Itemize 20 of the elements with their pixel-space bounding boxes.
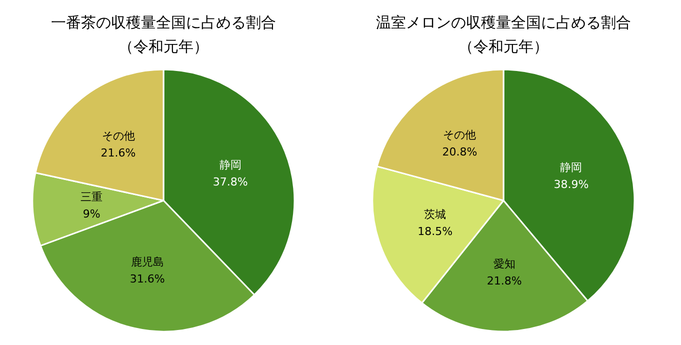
chart-subtitle: （令和元年） bbox=[458, 38, 548, 56]
slice-label: その他 bbox=[443, 128, 476, 142]
slice-label: 静岡 bbox=[560, 160, 582, 174]
slice-label: 茨城 bbox=[424, 208, 446, 221]
slice-label: 静岡 bbox=[219, 158, 242, 172]
data-label: 38.9% bbox=[554, 178, 589, 191]
data-label: 21.6% bbox=[100, 146, 136, 160]
data-label: 37.8% bbox=[212, 176, 248, 189]
data-label: 18.5% bbox=[418, 224, 453, 238]
data-label: 31.6% bbox=[130, 272, 165, 286]
slice-label: 愛知 bbox=[493, 258, 516, 271]
slice-label: 三重 bbox=[80, 190, 103, 204]
data-label: 9% bbox=[82, 207, 100, 220]
chart-title: 一番茶の収穫量全国に占める割合 bbox=[51, 14, 276, 32]
slice-label: その他 bbox=[102, 129, 135, 142]
chart-subtitle: （令和元年） bbox=[118, 38, 208, 56]
data-label: 21.8% bbox=[486, 274, 522, 288]
chart-title: 温室メロンの収穫量全国に占める割合 bbox=[376, 14, 631, 32]
data-label: 20.8% bbox=[442, 145, 478, 158]
slice-label: 鹿児島 bbox=[130, 256, 164, 269]
